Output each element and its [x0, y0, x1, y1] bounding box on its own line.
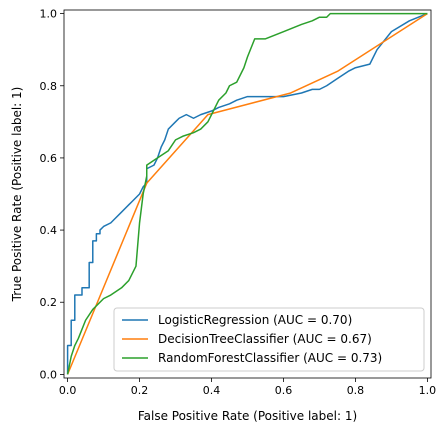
x-axis-label: False Positive Rate (Positive label: 1)	[138, 409, 357, 423]
x-tick-label: 0.2	[131, 384, 149, 397]
x-axis-ticks: 0.0 0.2 0.4 0.6 0.8 1.0	[59, 378, 436, 397]
plot-frame	[63, 9, 432, 379]
y-tick-label: 0.2	[40, 296, 58, 309]
series-line-2	[66, 12, 428, 375]
x-tick-label: 0.0	[59, 384, 77, 397]
x-tick-label: 0.6	[275, 384, 293, 397]
plot-area	[66, 12, 428, 375]
y-tick-label: 0.4	[40, 224, 58, 237]
legend-box	[113, 307, 425, 372]
y-tick-label: 0.8	[40, 80, 58, 93]
legend-label-2: RandomForestClassifier (AUC = 0.73)	[158, 351, 382, 365]
y-tick-label: 0.0	[40, 368, 58, 381]
legend-label-1: DecisionTreeClassifier (AUC = 0.67)	[158, 332, 372, 346]
series-line-1	[66, 12, 428, 375]
legend: LogisticRegression (AUC = 0.70) DecisionT…	[113, 307, 425, 372]
y-axis-label: True Positive Rate (Positive label: 1)	[10, 87, 24, 303]
x-tick-label: 0.8	[347, 384, 365, 397]
y-tick-label: 1.0	[40, 8, 58, 21]
y-tick-label: 0.6	[40, 152, 58, 165]
y-axis-ticks: 0.0 0.2 0.4 0.6 0.8 1.0	[40, 8, 64, 381]
legend-label-0: LogisticRegression (AUC = 0.70)	[158, 313, 352, 327]
x-tick-label: 0.4	[203, 384, 221, 397]
x-tick-label: 1.0	[419, 384, 437, 397]
